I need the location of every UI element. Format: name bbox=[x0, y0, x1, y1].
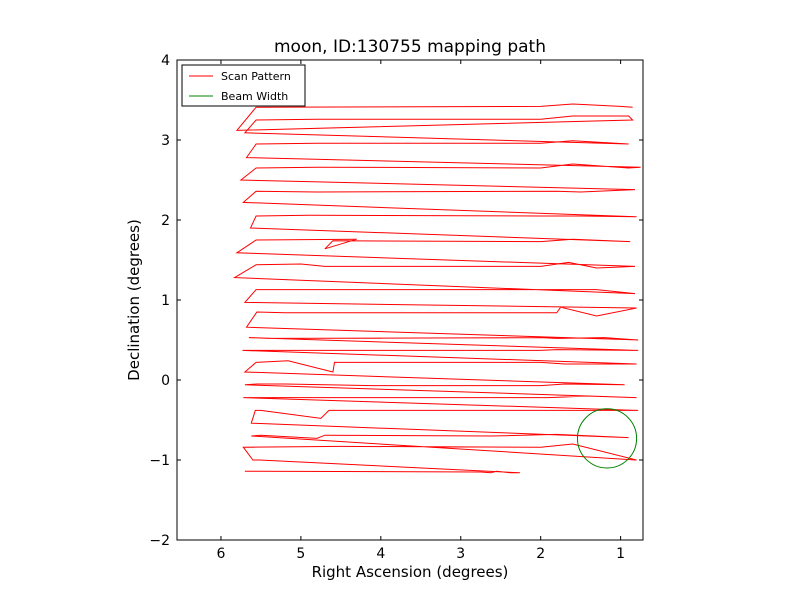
legend: Scan Pattern Beam Width bbox=[181, 64, 306, 107]
x-axis-label: Right Ascension (degrees) bbox=[312, 563, 509, 581]
x-tick-label: 5 bbox=[296, 546, 305, 562]
x-tick-label: 1 bbox=[616, 546, 625, 562]
legend-label-scan-pattern: Scan Pattern bbox=[221, 70, 291, 83]
x-tick-label: 6 bbox=[217, 546, 226, 562]
y-tick-label: 1 bbox=[161, 293, 170, 309]
y-tick-label: −1 bbox=[149, 453, 170, 469]
x-tick-label: 2 bbox=[536, 546, 545, 562]
y-tick-label: 0 bbox=[161, 373, 170, 389]
series-line-scan-pattern bbox=[232, 103, 641, 474]
y-tick-label: 2 bbox=[161, 213, 170, 229]
axis-ticks: 6 5 4 3 2 1 −2 −1 0 1 2 3 4 bbox=[149, 53, 643, 562]
x-tick-label: 4 bbox=[376, 546, 385, 562]
scan-path-layer bbox=[232, 103, 641, 474]
legend-label-beam-width: Beam Width bbox=[221, 90, 288, 103]
y-axis-label: Declination (degrees) bbox=[125, 219, 143, 381]
y-tick-label: 4 bbox=[161, 53, 170, 69]
legend-box bbox=[181, 64, 306, 107]
chart-title: moon, ID:130755 mapping path bbox=[274, 37, 546, 57]
y-tick-label: −2 bbox=[149, 533, 170, 549]
x-tick-label: 3 bbox=[456, 546, 465, 562]
beam-width-circle bbox=[576, 408, 638, 469]
y-tick-label: 3 bbox=[161, 133, 170, 149]
